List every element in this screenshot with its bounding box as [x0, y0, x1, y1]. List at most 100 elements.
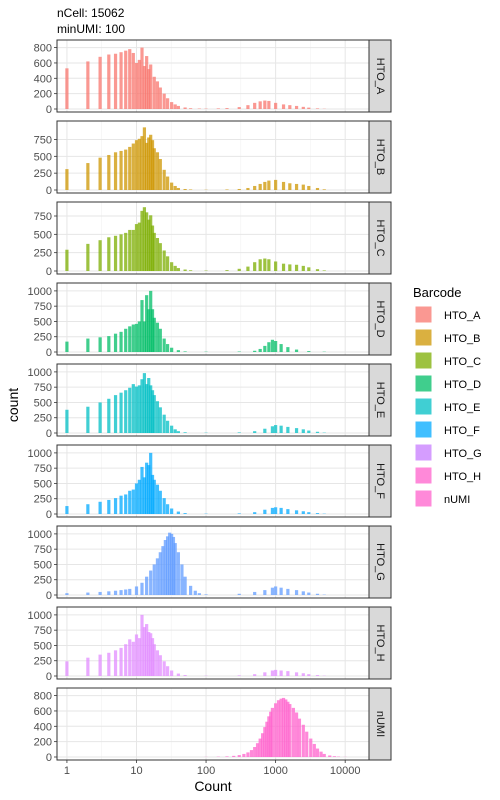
histogram-bar — [149, 570, 153, 595]
histogram-bar — [281, 697, 286, 757]
histogram-bar — [274, 179, 278, 190]
histogram-bar — [274, 669, 278, 676]
histogram-bar — [274, 586, 278, 595]
histogram-bar — [237, 675, 241, 676]
histogram-bar — [98, 240, 102, 271]
y-tick-label: 250 — [34, 168, 52, 180]
histogram-bar — [267, 342, 271, 352]
histogram-bar — [183, 351, 187, 352]
histogram-bar — [158, 87, 162, 109]
histogram-bar — [183, 269, 187, 271]
histogram-bar — [294, 264, 299, 271]
histogram-bar — [150, 638, 155, 676]
histogram-bar — [189, 585, 193, 595]
histogram-bar — [124, 390, 128, 433]
histogram-bar — [307, 267, 311, 271]
histogram-bar — [150, 140, 155, 190]
histogram-bar — [124, 149, 128, 190]
histogram-bar — [158, 328, 162, 352]
y-tick-label: 0 — [46, 185, 52, 197]
y-tick-label: 500 — [34, 397, 52, 409]
histogram-bar — [145, 142, 149, 190]
histogram-bar — [168, 532, 172, 595]
histogram-bar — [149, 215, 153, 271]
legend-key — [414, 397, 433, 416]
facet-strip-label: HTO_H — [374, 624, 386, 661]
histogram-bar — [158, 490, 162, 514]
histogram-bar — [124, 50, 128, 109]
histogram-bar — [225, 108, 229, 109]
y-tick-label: 250 — [34, 656, 52, 668]
histogram-bar — [183, 576, 187, 595]
histogram-bar — [107, 499, 111, 514]
histogram-bar — [165, 420, 170, 433]
histogram-bar — [237, 432, 241, 433]
histogram-bar — [65, 593, 69, 595]
histogram-bar — [286, 671, 290, 676]
histogram-bar — [158, 407, 162, 433]
histogram-bar — [158, 159, 162, 190]
histogram-bar — [124, 589, 128, 595]
histogram-bar — [183, 107, 187, 109]
histogram-bar — [137, 222, 141, 271]
histogram-bar — [253, 185, 257, 190]
histogram-bar — [128, 326, 132, 352]
y-tick-label: 750 — [34, 625, 52, 637]
histogram-bar — [263, 181, 267, 190]
histogram-bar — [113, 590, 118, 595]
y-tick-label: 750 — [34, 544, 52, 556]
histogram-bar — [307, 351, 311, 352]
histogram-bar — [107, 591, 111, 595]
y-tick-label: 0 — [46, 509, 52, 521]
histogram-bar — [279, 425, 283, 433]
histogram-bar — [237, 107, 241, 109]
legend-item-hto-h: HTO_H — [414, 466, 481, 485]
panel-background — [57, 121, 369, 193]
histogram-bar — [263, 100, 267, 109]
histogram-bar — [107, 237, 111, 271]
histogram-bar — [137, 385, 141, 433]
histogram-bar — [155, 238, 160, 271]
histogram-bar — [263, 509, 267, 514]
histogram-bar — [140, 47, 144, 109]
histogram-bar — [124, 494, 128, 514]
histogram-bar — [152, 317, 156, 352]
histogram-bar — [107, 154, 111, 190]
histogram-bar — [147, 69, 151, 109]
histogram-bar — [276, 700, 281, 757]
histogram-bar — [113, 650, 118, 676]
histogram-bar — [147, 309, 151, 352]
histogram-bar — [65, 409, 69, 433]
y-tick-label: 800 — [34, 43, 52, 55]
histogram-bar — [137, 638, 141, 676]
histogram-bar — [173, 104, 177, 109]
histogram-bar — [301, 673, 305, 676]
legend-title: Barcode — [413, 285, 461, 300]
histogram-bar — [315, 675, 320, 676]
histogram-bar — [158, 655, 162, 676]
legend-item-hto-g: HTO_G — [414, 443, 482, 462]
histogram-bar — [65, 661, 69, 676]
histogram-bar — [173, 185, 177, 190]
histogram-bar — [162, 498, 166, 514]
facet-strip — [368, 120, 392, 194]
histogram-bar — [158, 243, 162, 271]
legend-label: nUMI — [444, 494, 470, 506]
histogram-bar — [147, 137, 151, 190]
y-tick-label: 1000 — [28, 448, 52, 460]
histogram-bar — [155, 401, 160, 433]
histogram-bar — [165, 344, 170, 352]
histogram-bar — [301, 591, 305, 595]
histogram-bar — [152, 148, 156, 190]
histogram-bar — [113, 498, 118, 514]
facet-panel-hto-f: 0 250 500 750 1000 HTO_F — [28, 444, 392, 521]
histogram-bar — [150, 225, 155, 271]
histogram-bar — [246, 187, 250, 190]
histogram-bar — [142, 477, 147, 514]
histogram-bar — [86, 61, 90, 109]
histogram-bar — [145, 624, 149, 676]
legend-label: HTO_C — [444, 356, 481, 368]
histogram-bar — [124, 644, 128, 676]
histogram-bar — [322, 270, 326, 271]
histogram-bar — [165, 176, 170, 190]
